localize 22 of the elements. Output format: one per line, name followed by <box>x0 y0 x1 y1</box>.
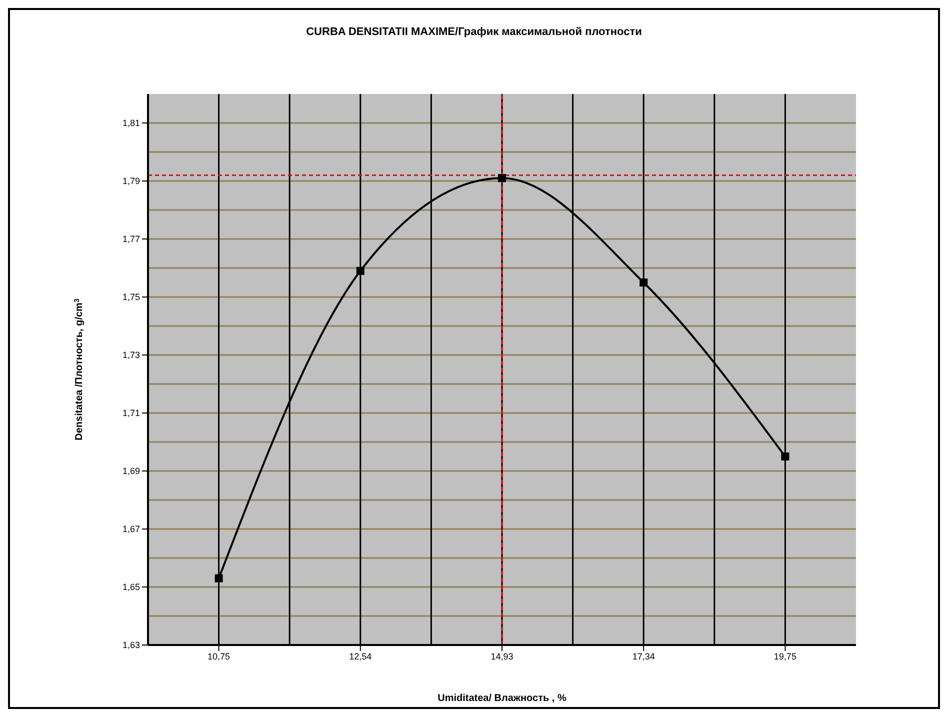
point <box>498 174 506 182</box>
point <box>781 452 790 460</box>
y-tick-label: 1,75 <box>122 292 140 302</box>
y-tick-label: 1,63 <box>122 640 140 650</box>
y-tick-label: 1,71 <box>122 408 140 418</box>
x-tick-label: 12,54 <box>349 651 372 662</box>
x-tick-label: 14,93 <box>490 651 514 662</box>
y-tick-label: 1,79 <box>122 176 140 186</box>
x-tick-label: 10,75 <box>208 651 230 662</box>
x-tick-label: 19,75 <box>774 651 796 662</box>
point <box>214 574 223 582</box>
x-axis-title: Umiditatea/ Влажность , % <box>438 693 566 704</box>
y-tick-label: 1,65 <box>122 582 140 592</box>
y-tick-label: 1,69 <box>122 466 140 476</box>
y-tick-label: 1,81 <box>122 118 140 128</box>
y-tick-label: 1,67 <box>122 524 140 534</box>
y-tick-label: 1,77 <box>122 234 140 244</box>
x-tick-label: 17,34 <box>632 651 655 662</box>
point <box>640 278 648 286</box>
chart-title: CURBA DENSITATII MAXIME/График максимальной плотности <box>305 26 643 38</box>
y-tick-label: 1,73 <box>122 350 140 360</box>
point <box>356 266 364 275</box>
